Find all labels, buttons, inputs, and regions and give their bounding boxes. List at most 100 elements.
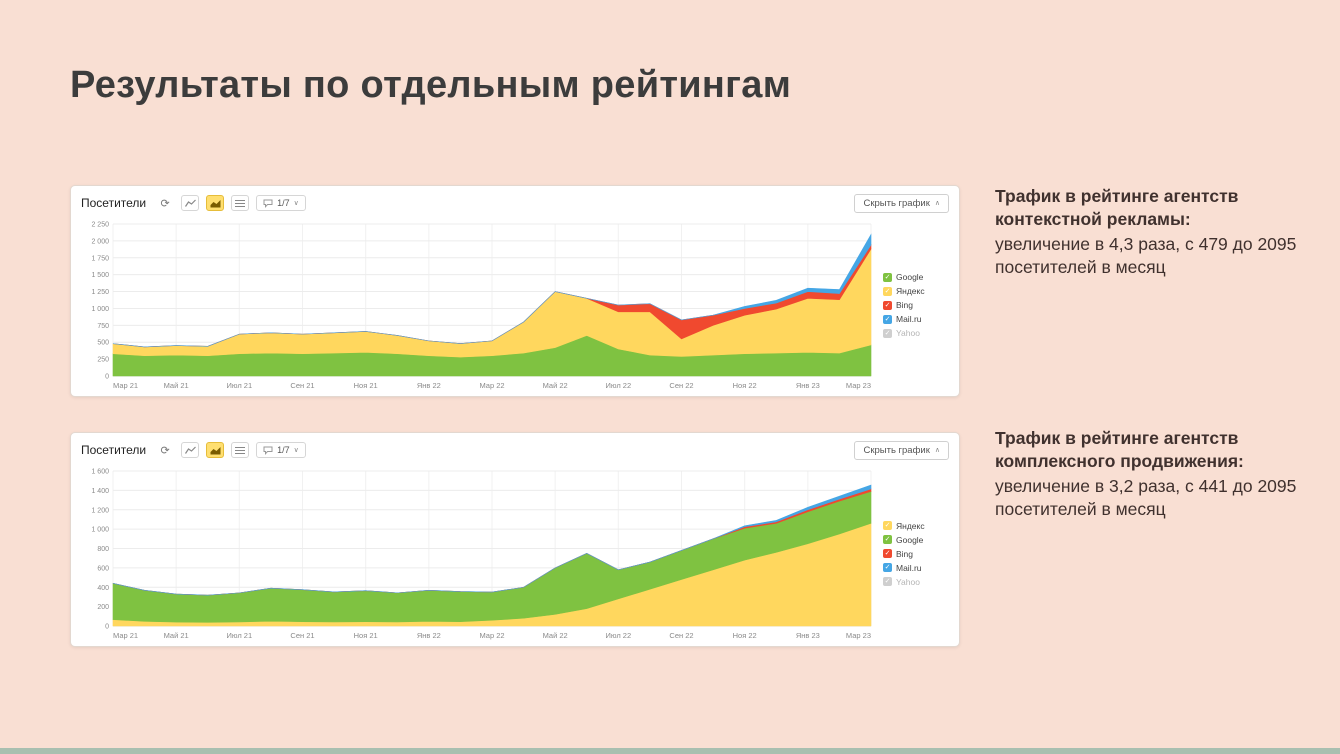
legend-checkbox[interactable]: ✓ — [883, 563, 892, 572]
refresh-icon[interactable]: ⟳ — [160, 197, 170, 210]
chart-toolbar: Посетители ⟳ 1/7 ∨ Скрыть график ∧ — [71, 433, 959, 463]
svg-text:2 250: 2 250 — [91, 222, 109, 229]
svg-text:Сен 22: Сен 22 — [669, 381, 693, 390]
legend-label: Mail.ru — [896, 562, 922, 573]
legend-item-bing[interactable]: ✓ Bing — [883, 549, 953, 559]
chart-type-area-icon[interactable] — [206, 195, 225, 211]
legend-item-google[interactable]: ✓ Google — [883, 535, 953, 545]
legend-checkbox[interactable]: ✓ — [883, 300, 892, 310]
comment-icon — [263, 446, 273, 455]
hide-chart-button[interactable]: Скрыть график ∧ — [854, 193, 949, 213]
chart-toolbar: Посетители ⟳ 1/7 ∨ Скрыть график ∧ — [71, 186, 959, 216]
legend-item-яндекс[interactable]: ✓ Яндекс — [883, 521, 953, 531]
hide-chart-label: Скрыть график — [863, 197, 930, 209]
segment-dropdown[interactable]: 1/7 ∨ — [256, 442, 306, 458]
segment-label: 1/7 — [277, 445, 290, 455]
legend-label: Bing — [896, 300, 914, 310]
svg-text:Май 22: Май 22 — [543, 381, 568, 390]
legend-item-google[interactable]: ✓ Google — [883, 272, 953, 282]
chevron-up-icon: ∧ — [934, 447, 940, 454]
legend-item-mail-ru[interactable]: ✓ Mail.ru — [883, 563, 953, 573]
hide-chart-label: Скрыть график — [863, 444, 930, 456]
svg-text:1 500: 1 500 — [91, 272, 109, 279]
bottom-accent-strip — [0, 748, 1340, 754]
chevron-down-icon: ∨ — [293, 447, 299, 454]
legend-label: Яндекс — [896, 520, 925, 531]
svg-text:Мар 23: Мар 23 — [846, 631, 871, 640]
chart-body: Мар 21 Май 21 Июл 21 Сен 21 Ноя 21 Янв 22 Мар … — [71, 216, 959, 396]
panel-title: Посетители — [81, 196, 147, 210]
chart-type-table-icon[interactable] — [231, 195, 250, 211]
svg-text:Янв 22: Янв 22 — [417, 381, 441, 390]
svg-text:Мар 22: Мар 22 — [479, 381, 504, 390]
hide-chart-button[interactable]: Скрыть график ∧ — [854, 440, 949, 460]
svg-text:1 750: 1 750 — [91, 255, 109, 262]
legend-checkbox[interactable]: ✓ — [883, 286, 892, 296]
chart-type-table-icon[interactable] — [231, 442, 250, 458]
note-title: Трафик в рейтинге агентств контекстной р… — [995, 186, 1239, 230]
legend-checkbox[interactable]: ✓ — [883, 577, 892, 586]
svg-text:Июл 22: Июл 22 — [606, 381, 632, 390]
chart-body: Мар 21 Май 21 Июл 21 Сен 21 Ноя 21 Янв 22 Мар … — [71, 463, 959, 646]
legend-checkbox[interactable]: ✓ — [883, 328, 892, 338]
svg-text:Июл 22: Июл 22 — [606, 631, 632, 640]
legend-label: Mail.ru — [896, 314, 922, 324]
svg-text:1 000: 1 000 — [91, 527, 109, 534]
svg-text:Мар 21: Мар 21 — [113, 631, 138, 640]
svg-text:Ноя 21: Ноя 21 — [354, 381, 378, 390]
svg-text:1 400: 1 400 — [91, 488, 109, 495]
svg-text:1 250: 1 250 — [91, 289, 109, 296]
legend-checkbox[interactable]: ✓ — [883, 521, 892, 530]
svg-text:Май 21: Май 21 — [164, 381, 189, 390]
svg-text:Янв 23: Янв 23 — [796, 381, 820, 390]
svg-text:0: 0 — [105, 374, 109, 381]
note-body: увеличение в 3,2 раза, с 441 до 2095 пос… — [995, 475, 1297, 519]
legend-item-yahoo[interactable]: ✓ Yahoo — [883, 577, 953, 587]
legend-checkbox[interactable]: ✓ — [883, 535, 892, 544]
svg-text:500: 500 — [97, 340, 109, 347]
svg-text:Ноя 21: Ноя 21 — [354, 631, 378, 640]
svg-text:200: 200 — [97, 604, 109, 611]
refresh-icon[interactable]: ⟳ — [160, 444, 170, 457]
chart-type-area-icon[interactable] — [206, 442, 225, 458]
legend-label: Google — [896, 272, 924, 282]
segment-dropdown[interactable]: 1/7 ∨ — [256, 195, 306, 211]
svg-text:1 600: 1 600 — [91, 469, 109, 476]
svg-text:Мар 22: Мар 22 — [479, 631, 504, 640]
legend-checkbox[interactable]: ✓ — [883, 272, 892, 282]
visitors-stacked-area-chart[interactable]: Мар 21 Май 21 Июл 21 Сен 21 Ноя 21 Янв 22 Мар … — [77, 218, 879, 392]
chart-type-line-icon[interactable] — [181, 442, 200, 458]
chevron-up-icon: ∧ — [934, 200, 940, 207]
legend-item-yahoo[interactable]: ✓ Yahoo — [883, 328, 953, 338]
svg-text:Сен 21: Сен 21 — [290, 381, 314, 390]
note-context-ads: Трафик в рейтинге агентств контекстной р… — [995, 185, 1327, 279]
svg-text:Май 22: Май 22 — [543, 631, 568, 640]
page-title: Результаты по отдельным рейтингам — [70, 64, 792, 106]
legend-item-bing[interactable]: ✓ Bing — [883, 300, 953, 310]
legend-label: Yahoo — [896, 576, 920, 587]
chart-panel-complex-promo: Посетители ⟳ 1/7 ∨ Скрыть график ∧ — [70, 432, 960, 647]
chart-type-line-icon[interactable] — [181, 195, 200, 211]
chevron-down-icon: ∨ — [293, 200, 299, 207]
svg-text:0: 0 — [105, 624, 109, 631]
legend-item-яндекс[interactable]: ✓ Яндекс — [883, 286, 953, 296]
svg-text:800: 800 — [97, 546, 109, 553]
svg-text:Июл 21: Июл 21 — [227, 631, 253, 640]
svg-text:250: 250 — [97, 357, 109, 364]
svg-text:600: 600 — [97, 565, 109, 572]
svg-text:Июл 21: Июл 21 — [227, 381, 253, 390]
note-complex-promo: Трафик в рейтинге агентств комплексного … — [995, 427, 1327, 521]
legend-item-mail-ru[interactable]: ✓ Mail.ru — [883, 314, 953, 324]
legend-checkbox[interactable]: ✓ — [883, 549, 892, 558]
note-body: увеличение в 4,3 раза, с 479 до 2095 пос… — [995, 233, 1297, 277]
legend-label: Bing — [896, 548, 914, 559]
chart-legend: ✓ Яндекс ✓ Google ✓ Bing ✓ Mail.ru ✓ Yahoo — [879, 465, 953, 642]
svg-text:2 000: 2 000 — [91, 238, 109, 245]
svg-text:400: 400 — [97, 585, 109, 592]
svg-text:Янв 23: Янв 23 — [796, 631, 820, 640]
legend-checkbox[interactable]: ✓ — [883, 314, 892, 324]
svg-text:1 200: 1 200 — [91, 507, 109, 514]
svg-text:750: 750 — [97, 323, 109, 330]
visitors-stacked-area-chart[interactable]: Мар 21 Май 21 Июл 21 Сен 21 Ноя 21 Янв 22 Мар … — [77, 465, 879, 642]
